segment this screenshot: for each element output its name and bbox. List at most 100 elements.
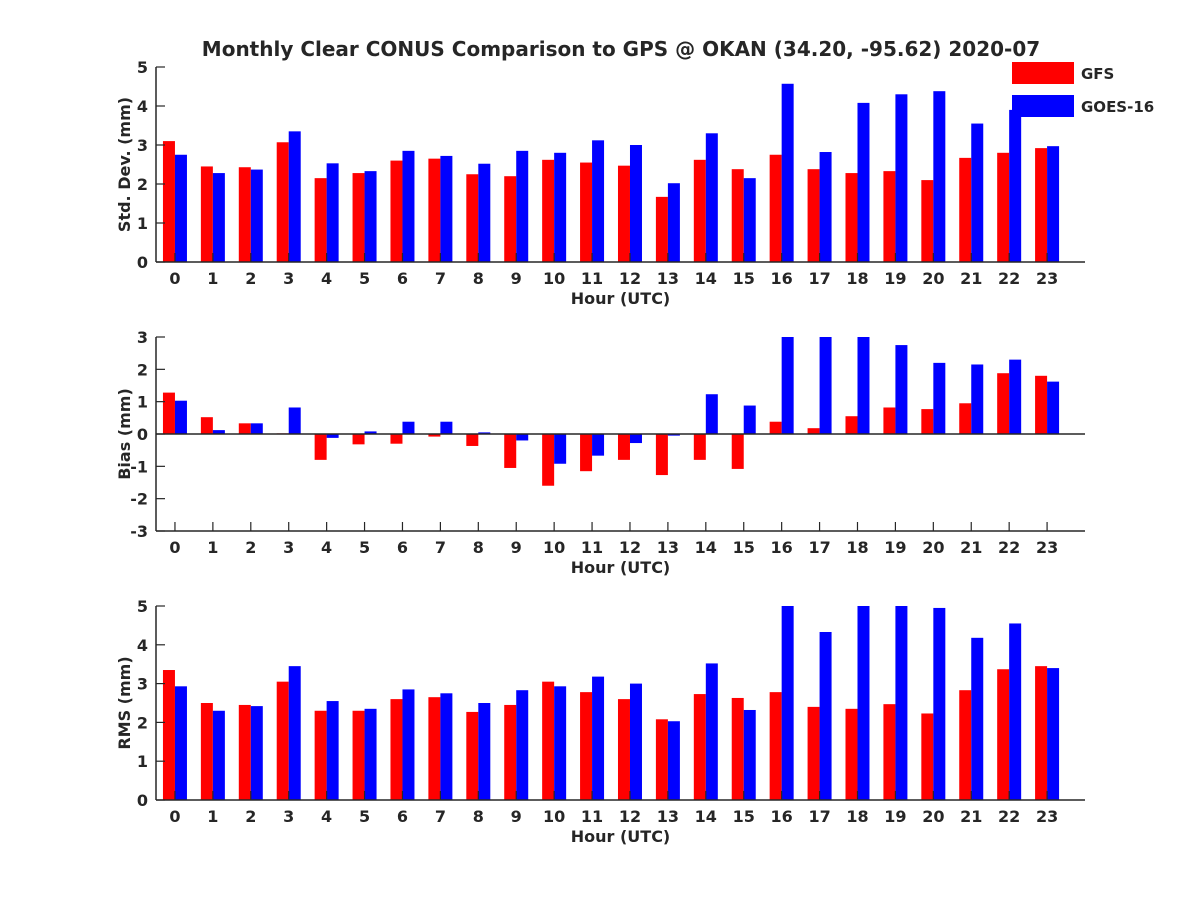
bar-std-goes16-h9 (516, 150, 529, 262)
y-axis-label: Std. Dev. (mm) (115, 97, 134, 232)
y-tick-label: 2 (137, 360, 148, 379)
bar-rms-gfs-h20 (921, 713, 934, 800)
bar-rms-gfs-h22 (997, 669, 1010, 800)
bar-bias-goes16-h4 (326, 434, 339, 438)
x-tick-label: 7 (435, 538, 446, 557)
bar-bias-goes16-h1 (212, 430, 225, 434)
x-tick-label: 11 (581, 807, 603, 826)
bar-std-gfs-h0 (162, 141, 175, 262)
bar-rms-gfs-h12 (617, 699, 630, 800)
bar-std-gfs-h1 (200, 166, 213, 262)
series-goes16 (174, 606, 1060, 800)
x-tick-label: 16 (771, 807, 793, 826)
bar-std-goes16-h12 (629, 145, 642, 262)
x-tick-label: 7 (435, 807, 446, 826)
y-tick-label: 4 (137, 97, 148, 116)
x-tick-label: 21 (960, 269, 982, 288)
x-tick-label: 9 (511, 538, 522, 557)
bar-std-goes16-h23 (1047, 146, 1060, 262)
x-tick-label: 6 (397, 269, 408, 288)
bar-rms-goes16-h13 (667, 721, 680, 800)
bar-std-gfs-h14 (693, 159, 706, 262)
bar-bias-gfs-h23 (1035, 375, 1048, 434)
bar-std-gfs-h18 (845, 173, 858, 262)
bar-bias-goes16-h8 (478, 432, 491, 434)
x-tick-label: 2 (245, 269, 256, 288)
bar-bias-goes16-h18 (857, 337, 870, 434)
x-tick-label: 7 (435, 269, 446, 288)
bar-bias-gfs-h12 (617, 434, 630, 460)
bar-bias-gfs-h11 (580, 434, 593, 472)
x-tick-label: 17 (808, 538, 830, 557)
x-tick-label: 12 (619, 269, 641, 288)
bar-rms-gfs-h15 (731, 697, 744, 800)
bar-bias-gfs-h14 (693, 434, 706, 460)
x-tick-label: 2 (245, 807, 256, 826)
y-tick-label: 0 (137, 253, 148, 272)
bar-std-gfs-h21 (959, 157, 972, 262)
bar-rms-goes16-h17 (819, 631, 832, 800)
bar-rms-gfs-h17 (807, 706, 820, 800)
x-tick-label: 14 (695, 807, 717, 826)
bar-std-gfs-h13 (655, 196, 668, 262)
bar-rms-goes16-h4 (326, 701, 339, 800)
x-tick-label: 9 (511, 269, 522, 288)
bar-bias-gfs-h16 (769, 421, 782, 434)
series-gfs (162, 666, 1048, 800)
bar-std-gfs-h10 (542, 159, 555, 262)
x-tick-label: 18 (846, 807, 868, 826)
x-tick-label: 5 (359, 538, 370, 557)
x-tick-label: 8 (473, 807, 484, 826)
x-tick-label: 12 (619, 807, 641, 826)
bar-std-gfs-h17 (807, 169, 820, 262)
x-tick-label: 0 (169, 807, 180, 826)
bar-rms-gfs-h0 (162, 670, 175, 800)
bar-rms-goes16-h14 (705, 663, 718, 800)
y-tick-label: 0 (137, 791, 148, 810)
bar-std-goes16-h5 (364, 171, 377, 262)
x-tick-label: 16 (771, 269, 793, 288)
bar-std-goes16-h18 (857, 102, 870, 262)
y-tick-label: 3 (137, 328, 148, 347)
legend-swatch-gfs (1012, 62, 1074, 84)
bar-std-gfs-h23 (1035, 148, 1048, 262)
x-axis-label: Hour (UTC) (571, 289, 671, 308)
x-tick-label: 23 (1036, 807, 1058, 826)
x-tick-label: 2 (245, 538, 256, 557)
x-tick-label: 6 (397, 538, 408, 557)
legend-label-goes16: GOES-16 (1081, 98, 1154, 116)
bar-rms-goes16-h9 (516, 690, 529, 800)
bar-rms-goes16-h5 (364, 708, 377, 800)
bar-bias-goes16-h9 (516, 434, 529, 441)
bar-bias-goes16-h11 (592, 434, 605, 456)
bar-rms-gfs-h11 (580, 692, 593, 800)
bar-rms-gfs-h8 (466, 711, 479, 800)
bar-rms-gfs-h16 (769, 692, 782, 800)
series-gfs (162, 141, 1048, 262)
x-tick-label: 8 (473, 538, 484, 557)
x-tick-label: 15 (733, 269, 755, 288)
bar-bias-gfs-h1 (200, 417, 213, 434)
x-tick-label: 14 (695, 538, 717, 557)
bar-bias-goes16-h2 (250, 423, 263, 434)
bar-std-gfs-h6 (390, 160, 403, 262)
x-tick-label: 15 (733, 538, 755, 557)
bar-rms-gfs-h23 (1035, 666, 1048, 800)
bar-rms-goes16-h6 (402, 689, 415, 800)
bar-rms-goes16-h22 (1009, 623, 1022, 800)
bar-std-gfs-h7 (428, 158, 441, 262)
x-tick-label: 0 (169, 269, 180, 288)
bar-rms-gfs-h6 (390, 699, 403, 800)
bar-rms-goes16-h18 (857, 606, 870, 800)
bar-rms-goes16-h23 (1047, 668, 1060, 800)
bar-std-goes16-h3 (288, 131, 301, 262)
x-tick-label: 20 (922, 269, 944, 288)
bar-std-gfs-h20 (921, 180, 934, 262)
bar-bias-goes16-h20 (933, 362, 946, 434)
bar-bias-goes16-h16 (781, 337, 794, 434)
bar-rms-goes16-h15 (743, 709, 756, 800)
bar-std-goes16-h19 (895, 94, 908, 262)
